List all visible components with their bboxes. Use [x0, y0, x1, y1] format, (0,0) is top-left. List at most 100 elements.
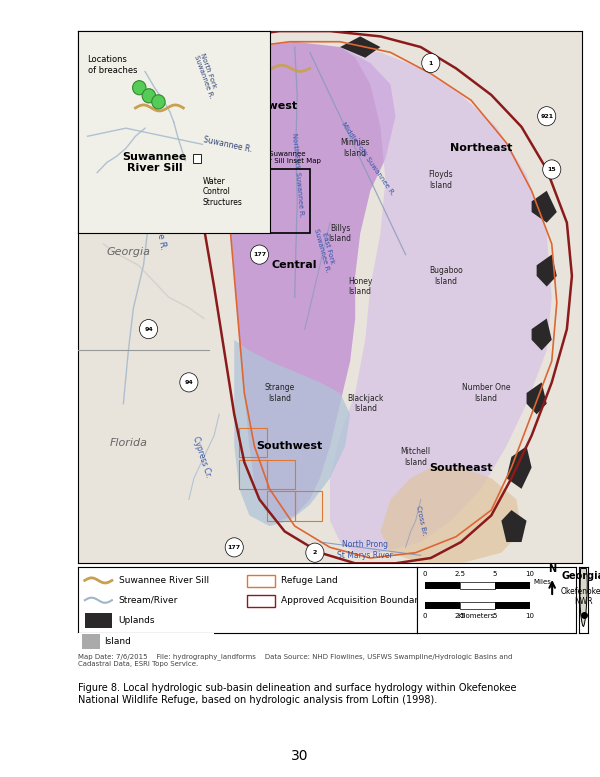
- Text: North Fork Suwannee R.: North Fork Suwannee R.: [290, 132, 304, 217]
- Bar: [193, 155, 200, 162]
- Text: 177: 177: [227, 545, 241, 550]
- Text: Cross Br.: Cross Br.: [415, 505, 427, 536]
- Text: 2: 2: [313, 550, 317, 556]
- Polygon shape: [580, 569, 587, 626]
- Circle shape: [164, 170, 183, 190]
- Polygon shape: [380, 468, 521, 563]
- Bar: [247, 595, 275, 607]
- Polygon shape: [219, 42, 395, 521]
- Bar: [265, 169, 310, 233]
- Text: Minnies
Island: Minnies Island: [340, 138, 370, 158]
- Text: Figure 8. Local hydrologic sub-basin delineation and surface hydrology within Ok: Figure 8. Local hydrologic sub-basin del…: [78, 683, 517, 705]
- Text: Island: Island: [104, 637, 131, 646]
- Polygon shape: [330, 47, 552, 552]
- Bar: [460, 583, 495, 589]
- Text: 2.5: 2.5: [454, 571, 466, 577]
- Text: 94: 94: [144, 326, 153, 332]
- Text: Bugaboo
Island: Bugaboo Island: [429, 267, 463, 286]
- Text: Refuge Land: Refuge Land: [281, 576, 338, 585]
- Text: Uplands: Uplands: [119, 615, 155, 625]
- Text: East Fork
Suwannee R.: East Fork Suwannee R.: [313, 225, 337, 273]
- Polygon shape: [78, 31, 582, 563]
- Text: Northeast: Northeast: [450, 143, 512, 153]
- Polygon shape: [234, 340, 350, 526]
- Text: North Prong
St Marys River: North Prong St Marys River: [337, 540, 393, 559]
- Text: Southeast: Southeast: [429, 462, 493, 472]
- Text: Approved Acquisition Boundary: Approved Acquisition Boundary: [281, 596, 424, 605]
- Polygon shape: [532, 319, 552, 350]
- Text: Billys
Island: Billys Island: [329, 224, 352, 243]
- Polygon shape: [340, 37, 380, 57]
- Text: Miles: Miles: [533, 580, 551, 585]
- Circle shape: [152, 95, 165, 109]
- Bar: [85, 614, 112, 628]
- Text: Southwest: Southwest: [257, 441, 323, 451]
- Circle shape: [542, 160, 561, 179]
- Text: Mitchell
Island: Mitchell Island: [401, 448, 431, 466]
- Circle shape: [139, 319, 158, 339]
- Text: Stream/River: Stream/River: [119, 596, 178, 605]
- Text: 445: 445: [167, 178, 181, 183]
- Text: 5: 5: [493, 614, 497, 619]
- Bar: [82, 634, 100, 650]
- Text: 30: 30: [291, 749, 309, 763]
- Circle shape: [250, 245, 269, 264]
- Polygon shape: [536, 255, 557, 287]
- Text: 177: 177: [253, 252, 266, 257]
- Polygon shape: [506, 446, 532, 489]
- Text: Suwannee R.: Suwannee R.: [149, 195, 168, 250]
- Text: Honey
Island: Honey Island: [348, 277, 373, 296]
- Text: Number One
Island: Number One Island: [462, 383, 511, 402]
- Text: Strange
Island: Strange Island: [265, 383, 295, 402]
- Text: 10: 10: [526, 571, 535, 577]
- Text: 5: 5: [493, 571, 497, 577]
- Text: See Suwannee
River Sill Inset Map: See Suwannee River Sill Inset Map: [254, 152, 321, 164]
- Text: Suwannee
River Sill: Suwannee River Sill: [122, 152, 187, 173]
- Circle shape: [538, 106, 556, 126]
- Text: North Fork
Suwannee R.: North Fork Suwannee R.: [193, 52, 221, 99]
- Circle shape: [133, 81, 146, 95]
- Bar: [267, 459, 295, 489]
- Text: Suwannee River Sill: Suwannee River Sill: [119, 576, 209, 585]
- Bar: [267, 492, 295, 521]
- Text: Florida: Florida: [109, 438, 148, 448]
- Polygon shape: [229, 117, 244, 138]
- Text: Okefenokee
NWR: Okefenokee NWR: [561, 587, 600, 606]
- Text: Georgia: Georgia: [106, 246, 151, 256]
- Polygon shape: [229, 52, 250, 74]
- Text: 10: 10: [526, 614, 535, 619]
- Text: Northwest: Northwest: [232, 100, 297, 110]
- Bar: [460, 602, 495, 609]
- Text: 94: 94: [185, 380, 193, 385]
- Bar: [239, 427, 267, 457]
- Text: 0: 0: [422, 614, 427, 619]
- Bar: [425, 602, 460, 609]
- Text: 2.5: 2.5: [454, 614, 466, 619]
- Polygon shape: [224, 84, 244, 106]
- Text: Blackjack
Island: Blackjack Island: [347, 394, 383, 413]
- Polygon shape: [502, 510, 527, 542]
- Text: Map Date: 7/6/2015    File: hydrography_landforms    Data Source: NHD Flowlines,: Map Date: 7/6/2015 File: hydrography_lan…: [78, 653, 512, 667]
- Text: N: N: [548, 564, 556, 573]
- Circle shape: [180, 373, 198, 392]
- Text: 0: 0: [422, 571, 427, 577]
- Text: 921: 921: [540, 113, 553, 119]
- Text: Cypress Cr.: Cypress Cr.: [191, 435, 212, 479]
- Text: Water
Control
Structures: Water Control Structures: [202, 176, 242, 207]
- Text: Kilometers: Kilometers: [457, 614, 494, 619]
- Text: Georgia: Georgia: [562, 571, 600, 581]
- Polygon shape: [527, 382, 547, 414]
- Text: Locations
of breaches: Locations of breaches: [88, 55, 137, 75]
- Polygon shape: [532, 190, 557, 223]
- Circle shape: [306, 543, 324, 563]
- Text: Suwannee R.: Suwannee R.: [202, 134, 253, 154]
- Bar: [495, 602, 530, 609]
- Text: Floyds
Island: Floyds Island: [428, 170, 453, 190]
- Text: Roswells
Island: Roswells Island: [218, 170, 251, 190]
- Circle shape: [142, 89, 155, 103]
- Bar: [247, 575, 275, 587]
- Text: 15: 15: [547, 167, 556, 172]
- Circle shape: [422, 54, 440, 72]
- Text: 1: 1: [428, 61, 433, 65]
- Bar: [295, 492, 322, 521]
